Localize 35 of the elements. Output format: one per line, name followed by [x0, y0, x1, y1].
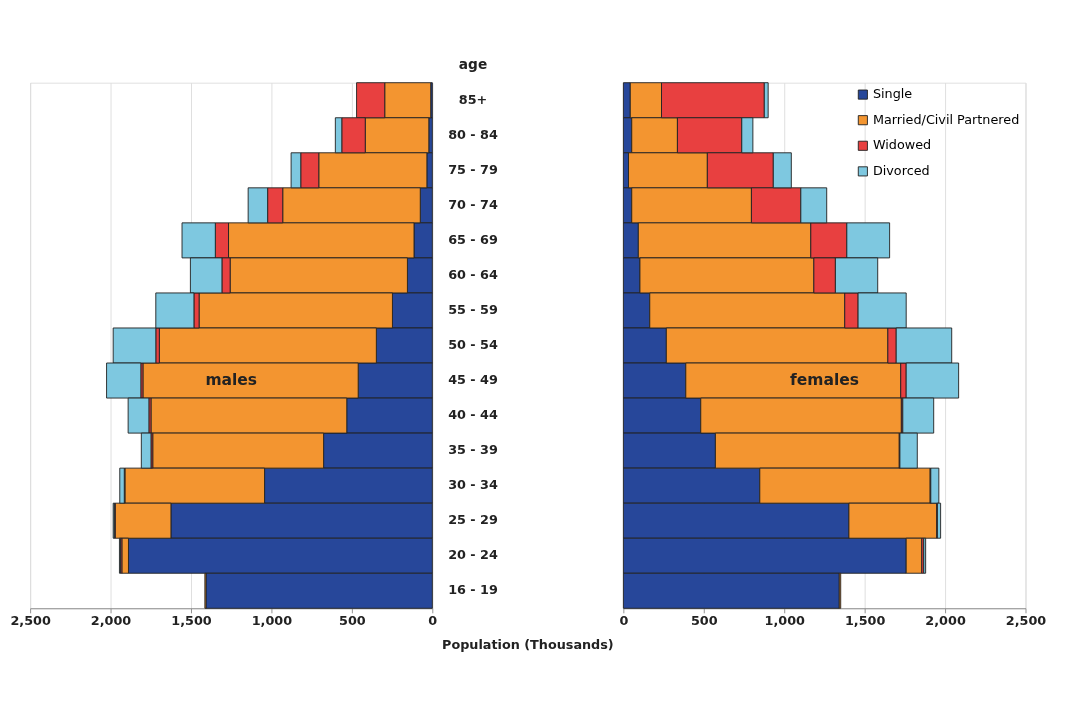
x-tick-label: 500 — [690, 613, 718, 629]
x-tick-label: 2,000 — [90, 613, 132, 629]
x-tick-label: 0 — [428, 613, 438, 629]
y-tick-label: 50 - 54 — [448, 337, 499, 353]
x-axis-title: Population (Thousands) — [442, 636, 614, 652]
y-tick-label: 35 - 39 — [448, 442, 499, 458]
y-tick-label: 60 - 64 — [448, 267, 499, 283]
y-axis-title: age — [458, 56, 488, 73]
y-tick-label: 85+ — [458, 91, 488, 107]
y-tick-label: 75 - 79 — [448, 161, 499, 177]
annotation: males — [205, 371, 258, 390]
y-tick-label: 30 - 34 — [448, 477, 499, 493]
x-tick-label: 2,500 — [1005, 613, 1047, 629]
y-tick-label: 65 - 69 — [448, 232, 499, 248]
y-tick-label: 80 - 84 — [448, 126, 499, 142]
x-tick-label: 500 — [339, 613, 366, 629]
x-tick-label: 0 — [619, 613, 629, 629]
x-tick-label: 1,000 — [764, 613, 806, 629]
y-tick-label: 70 - 74 — [448, 197, 499, 212]
y-tick-label: 55 - 59 — [448, 302, 499, 318]
y-tick-label: 16 - 19 — [448, 582, 499, 598]
x-tick-label: 1,500 — [171, 613, 212, 629]
x-tick-label: 2,500 — [10, 613, 51, 629]
legend-label: Married/Civil Partnered — [872, 111, 1020, 127]
y-tick-label: 45 - 49 — [448, 372, 499, 388]
legend-label: Single — [872, 86, 913, 102]
y-tick-label: 40 - 44 — [448, 407, 499, 423]
legend-label: Widowed — [872, 137, 932, 153]
x-tick-label: 2,000 — [925, 613, 966, 629]
annotation: females — [789, 371, 859, 390]
y-tick-label: 20 - 24 — [448, 547, 499, 563]
y-tick-label: 25 - 29 — [448, 512, 499, 528]
x-tick-label: 1,500 — [844, 613, 886, 629]
x-tick-label: 1,000 — [251, 613, 293, 629]
legend-label: Divorced — [872, 163, 930, 179]
